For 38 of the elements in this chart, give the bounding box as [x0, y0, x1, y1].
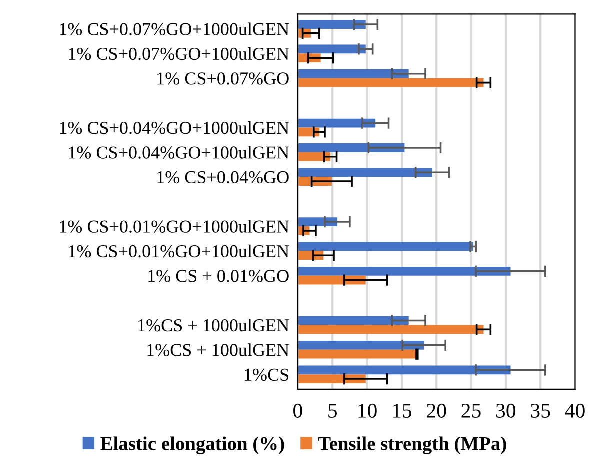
x-tick-label: 30: [496, 404, 516, 418]
bar: [298, 242, 474, 252]
bar: [298, 366, 511, 375]
x-tick-label: 40: [565, 404, 585, 418]
y-tick-label: 1% CS+0.04%GO: [158, 171, 289, 184]
bar: [298, 316, 409, 326]
bar: [298, 78, 484, 88]
bar: [298, 20, 366, 29]
y-tick-label: 1%CS + 100ulGEN: [148, 344, 290, 356]
bar: [298, 350, 418, 359]
legend-label: Elastic elongation (%): [100, 436, 284, 454]
x-tick-label: 0: [294, 404, 302, 418]
y-tick-label: 1% CS+0.07%GO+1000ulGEN: [60, 22, 290, 36]
y-tick-label: 1% CS + 0.01%GO: [148, 270, 289, 282]
y-tick-label: 1% CS+0.01%GO+1000ulGEN: [60, 220, 290, 233]
bar: [298, 44, 366, 54]
y-tick-label: 1%CS: [245, 368, 288, 382]
bar: [298, 374, 366, 384]
bar: [298, 325, 484, 334]
bar: [298, 266, 511, 276]
y-tick-label: 1%CS + 1000ulGEN: [138, 318, 290, 332]
x-tick-label: 25: [462, 404, 481, 418]
legend-label: Tensile strength (MPa): [318, 436, 506, 454]
x-tick-label: 10: [358, 404, 377, 418]
x-tick-label: 5: [328, 404, 338, 418]
bar: [298, 69, 409, 78]
x-tick-label: 20: [427, 404, 446, 418]
x-tick-label: 15: [393, 404, 412, 418]
bar: [298, 168, 432, 178]
y-tick-label: 1% CS+0.04%GO+1000ulGEN: [60, 121, 290, 134]
y-tick-label: 1% CS+0.04%GO+100ulGEN: [69, 146, 290, 159]
y-tick-label: 1% CS+0.07%GO: [158, 72, 289, 85]
y-tick-label: 1% CS+0.07%GO+100ulGEN: [69, 47, 290, 60]
bar: [298, 152, 331, 162]
bar: [298, 341, 424, 350]
y-tick-label: 1% CS+0.01%GO+100ulGEN: [69, 244, 290, 258]
bar: [298, 144, 405, 152]
x-tick-label: 35: [531, 404, 550, 418]
